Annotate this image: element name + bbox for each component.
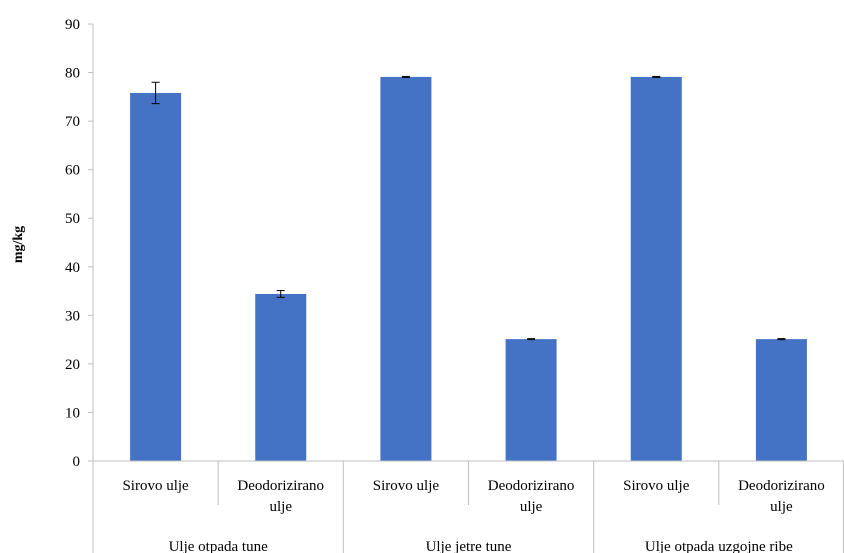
- category-label: Sirovo ulje: [122, 478, 189, 494]
- category-label: Deodorizirano ulje: [237, 478, 324, 515]
- bar: [755, 339, 807, 461]
- bar: [130, 92, 182, 462]
- y-tick-label: 50: [65, 211, 80, 227]
- y-tick-label: 10: [65, 405, 80, 421]
- bar: [630, 76, 682, 462]
- group-label: Ulje otpada uzgojne ribe: [645, 539, 793, 553]
- y-axis: 0 10 20 30 40 50 60 70 80 90: [65, 17, 94, 470]
- category-label: Sirovo ulje: [373, 478, 440, 494]
- y-tick-label: 40: [65, 260, 80, 276]
- y-tick-label: 30: [65, 308, 80, 324]
- y-tick-label: 60: [65, 163, 80, 179]
- bars: [130, 75, 807, 462]
- bar: [255, 293, 307, 461]
- y-axis-label: mg/kg: [11, 226, 26, 263]
- y-tick-label: 0: [73, 454, 81, 470]
- category-label: Deodorizirano ulje: [738, 478, 825, 515]
- y-tick-label: 20: [65, 357, 80, 373]
- y-tick-label: 90: [65, 17, 80, 33]
- category-label: Sirovo ulje: [623, 478, 690, 494]
- y-tick-label: 80: [65, 66, 80, 82]
- group-label: Ulje otpada tune: [169, 539, 268, 553]
- bar: [380, 76, 432, 462]
- x-axis: Sirovo ulje Deodorizirano ulje Sirovo ulje D…: [92, 460, 844, 553]
- group-label: Ulje jetre tune: [426, 539, 512, 553]
- y-tick-label: 70: [65, 114, 80, 130]
- category-label: Deodorizirano ulje: [488, 478, 575, 515]
- bar: [505, 339, 557, 461]
